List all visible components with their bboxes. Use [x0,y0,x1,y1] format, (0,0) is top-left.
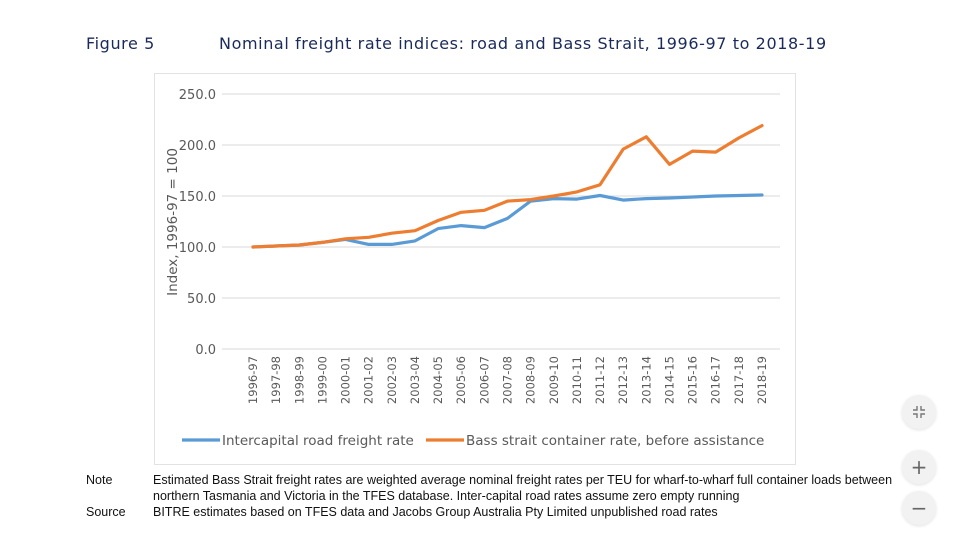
plus-icon: + [910,455,928,479]
x-tick-label: 2013-14 [639,356,653,404]
x-tick-label: 1996-97 [246,356,260,404]
legend: Intercapital road freight rate Bass strai… [182,433,764,449]
note-text: Estimated Bass Strait freight rates are … [153,473,893,503]
zoom-out-button[interactable]: − [902,491,936,525]
x-tick-labels: 1996-97 1997-98 1998-99 1999-00 2000-01 2001-… [246,356,769,404]
x-tick-label: 2005-06 [454,356,468,404]
x-tick-label: 2003-04 [408,356,422,404]
series-line-bass-strait [251,123,764,249]
y-tick-label: 200.0 [179,139,216,154]
x-tick-label: 2018-19 [755,356,769,404]
y-tick-label: 50.0 [187,292,216,307]
y-axis-title: Index, 1996-97 = 100 [165,148,181,296]
source-row: Source BITRE estimates based on TFES dat… [86,504,916,520]
x-tick-label: 2016-17 [709,356,723,404]
x-tick-label: 1999-00 [315,356,329,404]
fit-to-screen-icon [913,406,925,418]
x-tick-label: 2007-08 [501,356,515,404]
note-key: Note [86,473,113,487]
source-text: BITRE estimates based on TFES data and J… [153,505,718,519]
zoom-in-button[interactable]: + [902,450,936,484]
chart-frame [154,73,796,465]
x-tick-label: 2010-11 [570,356,584,404]
note-row: Note Estimated Bass Strait freight rates… [86,472,916,504]
x-tick-label: 1998-99 [292,356,306,404]
x-tick-label: 2008-09 [524,356,538,404]
x-tick-label: 2017-18 [732,356,746,404]
x-tick-label: 2000-01 [339,356,353,404]
y-tick-labels: 0.0 50.0 100.0 150.0 200.0 250.0 [179,88,216,358]
figure-title: Nominal freight rate indices: road and B… [219,34,827,53]
x-tick-label: 2011-12 [593,356,607,404]
legend-label: Bass strait container rate, before assis… [466,433,764,449]
y-tick-label: 100.0 [179,241,216,256]
fit-to-screen-button[interactable] [902,395,936,429]
legend-label: Intercapital road freight rate [222,433,414,449]
source-key: Source [86,505,126,519]
x-tick-label: 2014-15 [662,356,676,404]
x-tick-label: 2015-16 [686,356,700,404]
y-tick-label: 0.0 [195,343,216,358]
x-tick-label: 1997-98 [269,356,283,404]
x-tick-label: 2009-10 [547,356,561,404]
x-tick-label: 2006-07 [477,356,491,404]
figure-label: Figure 5 [86,34,155,53]
y-tick-label: 150.0 [179,190,216,205]
notes-block: Note Estimated Bass Strait freight rates… [86,472,916,520]
x-tick-label: 2004-05 [431,356,445,404]
x-tick-label: 2001-02 [362,356,376,404]
y-tick-label: 250.0 [179,88,216,103]
minus-icon: − [910,496,928,520]
x-tick-label: 2002-03 [385,356,399,404]
series-lines [251,123,764,249]
x-tick-label: 2012-13 [616,356,630,404]
